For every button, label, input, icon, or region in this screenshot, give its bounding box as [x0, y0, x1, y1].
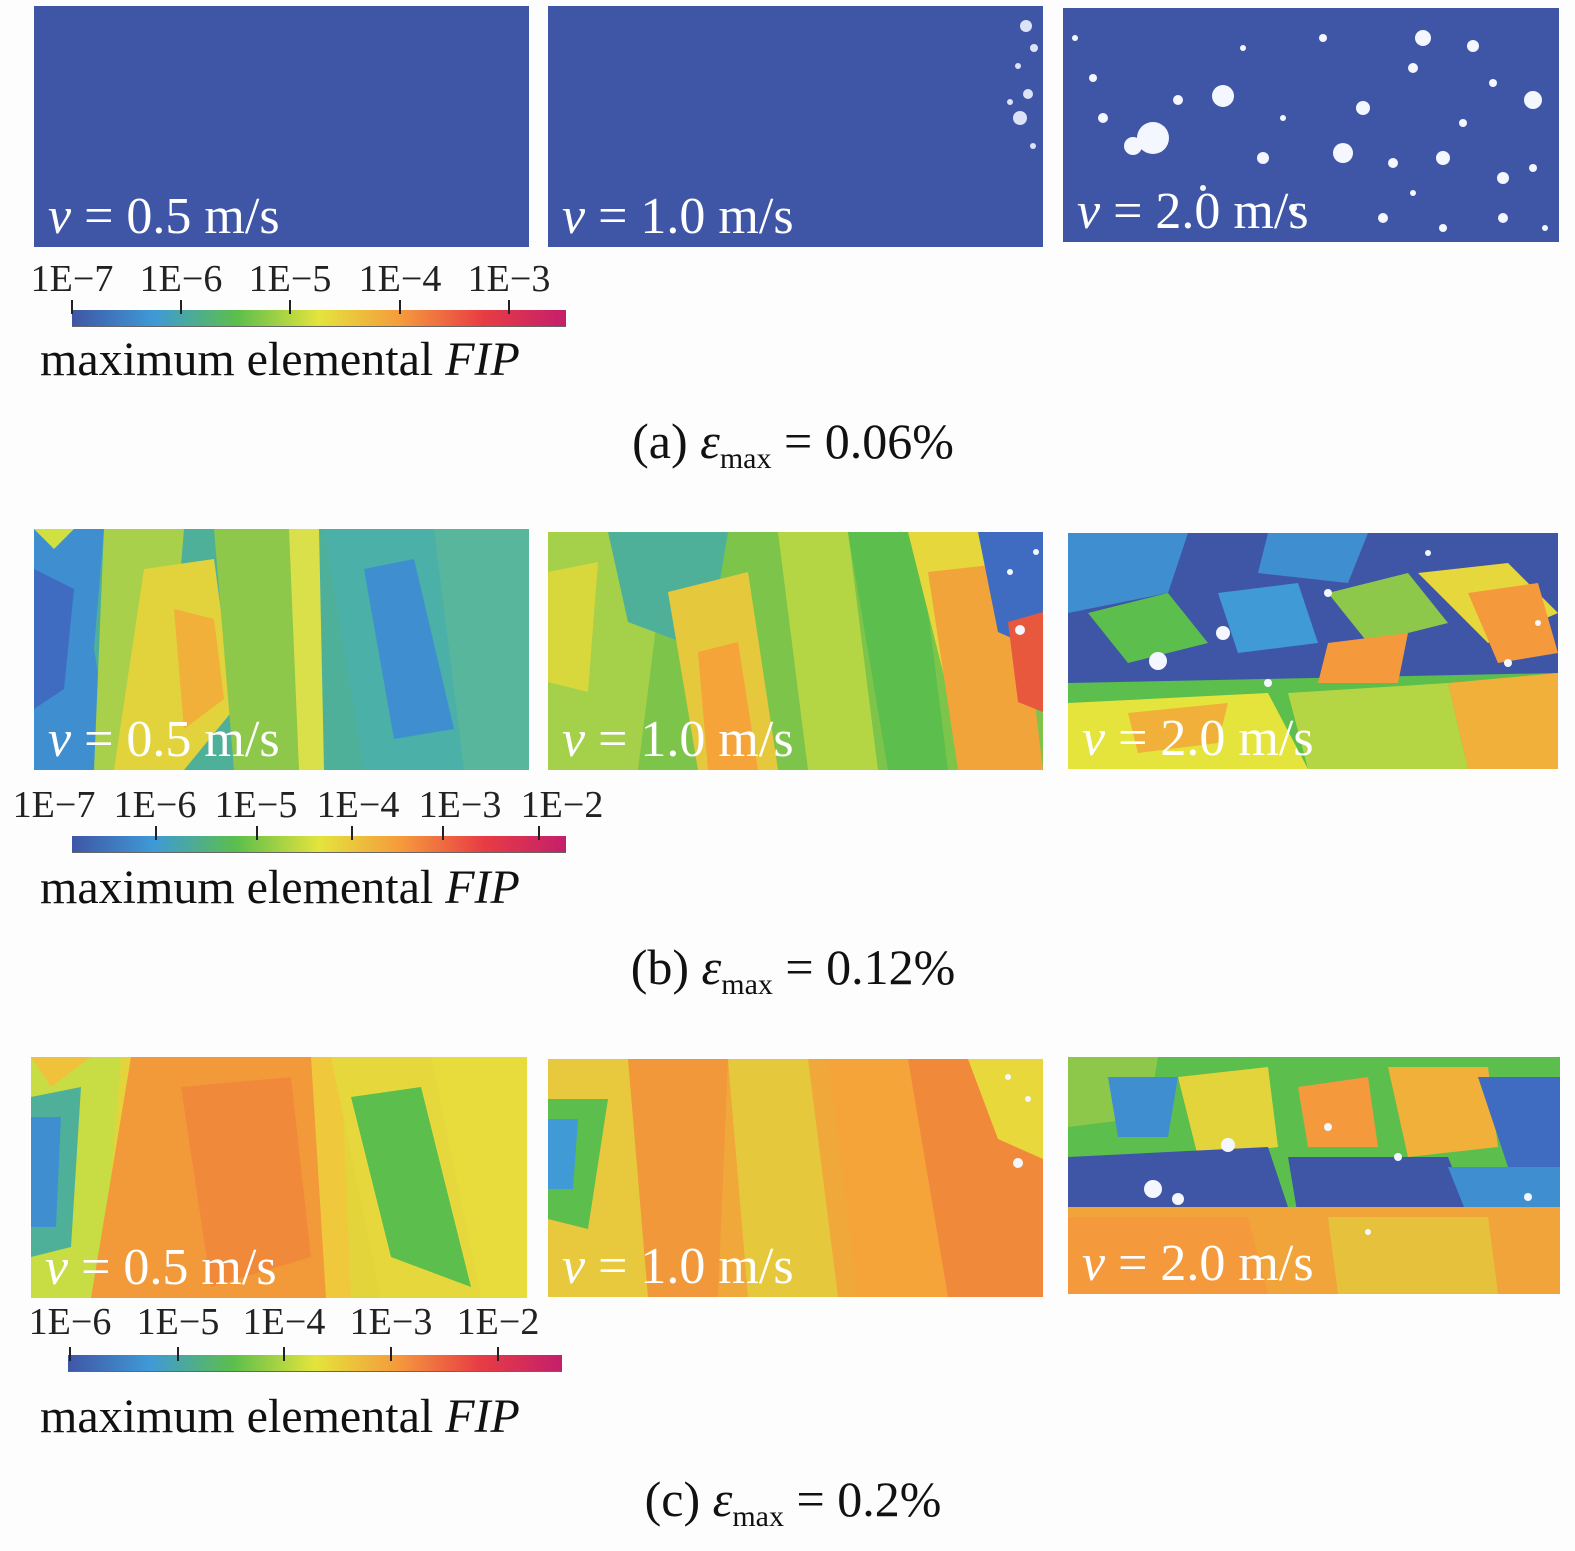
speed-label: v = 2.0 m/s	[1082, 710, 1314, 767]
panel-a-0: v = 0.5 m/s	[34, 6, 529, 247]
colorbar-gradient	[72, 310, 566, 327]
colorbar-tick-label: 1E−3	[349, 1301, 433, 1343]
fip-map-c-2	[1068, 1057, 1560, 1294]
colorbar-label: maximum elemental FIP	[40, 333, 520, 386]
fip-map-a-0	[34, 6, 529, 247]
colorbar-tick-label: 1E−6	[139, 258, 223, 300]
colorbar-tick	[538, 826, 540, 840]
colorbar-tick-label: 1E−4	[316, 784, 400, 826]
panel-b-0: v = 0.5 m/s	[34, 529, 529, 770]
panel-c-1: v = 1.0 m/s	[548, 1059, 1043, 1297]
colorbar-tick-label: 1E−2	[520, 784, 604, 826]
caption-a: (a) εmax = 0.06%	[632, 413, 954, 475]
caption-b: (b) εmax = 0.12%	[630, 939, 956, 1001]
colorbar-tick-label: 1E−6	[113, 784, 197, 826]
colorbar-tick	[69, 1347, 71, 1361]
fip-map-a-2	[1063, 8, 1559, 242]
fip-map-c-0	[31, 1057, 527, 1298]
colorbar-tick-label: 1E−5	[248, 258, 332, 300]
colorbar-tick	[155, 826, 157, 840]
colorbar-tick-label: 1E−3	[467, 258, 551, 300]
panel-c-2: v = 2.0 m/s	[1068, 1057, 1560, 1294]
colorbar-tick	[497, 1347, 499, 1361]
speed-label: v = 0.5 m/s	[48, 711, 280, 768]
fip-map-a-1	[548, 6, 1043, 247]
colorbar-tick	[351, 826, 353, 840]
colorbar-tick-label: 1E−5	[214, 784, 298, 826]
colorbar-label: maximum elemental FIP	[40, 1390, 520, 1443]
colorbar-a: 1E−7 1E−6 1E−5 1E−4 1E−3 maximum element…	[20, 260, 600, 390]
colorbar-tick-label: 1E−4	[242, 1301, 326, 1343]
fip-map-b-0	[34, 529, 529, 770]
colorbar-b: 1E−7 1E−6 1E−5 1E−4 1E−3 1E−2 maximum el…	[0, 786, 610, 916]
speed-label: v = 2.0 m/s	[1082, 1235, 1314, 1292]
colorbar-tick-label: 1E−6	[28, 1301, 112, 1343]
colorbar-tick	[390, 1347, 392, 1361]
panel-a-2: v = 2.0 m/s	[1063, 8, 1559, 242]
speed-label: v = 0.5 m/s	[45, 1239, 277, 1296]
colorbar-gradient	[68, 1355, 562, 1372]
colorbar-c: 1E−6 1E−5 1E−4 1E−3 1E−2 maximum element…	[14, 1303, 604, 1443]
colorbar-tick-label: 1E−2	[456, 1301, 540, 1343]
speed-label: v = 2.0 m/s	[1077, 183, 1309, 240]
panel-a-1: v = 1.0 m/s	[548, 6, 1043, 247]
colorbar-tick-label: 1E−7	[12, 784, 96, 826]
colorbar-tick-label: 1E−5	[136, 1301, 220, 1343]
caption-c: (c) εmax = 0.2%	[644, 1471, 942, 1533]
speed-label: v = 1.0 m/s	[562, 711, 794, 768]
colorbar-label: maximum elemental FIP	[40, 861, 520, 914]
colorbar-tick-label: 1E−7	[30, 258, 114, 300]
panel-b-2: v = 2.0 m/s	[1068, 533, 1558, 769]
colorbar-tick-label: 1E−4	[358, 258, 442, 300]
panel-b-1: v = 1.0 m/s	[548, 532, 1043, 770]
colorbar-tick	[180, 300, 182, 314]
fip-map-b-2	[1068, 533, 1558, 769]
colorbar-tick	[71, 300, 73, 314]
colorbar-tick	[256, 826, 258, 840]
colorbar-tick	[508, 300, 510, 314]
speed-label: v = 0.5 m/s	[48, 188, 280, 245]
speed-label: v = 1.0 m/s	[562, 1238, 794, 1295]
colorbar-tick	[177, 1347, 179, 1361]
fip-map-b-1	[548, 532, 1043, 770]
panel-c-0: v = 0.5 m/s	[31, 1057, 527, 1298]
fip-map-c-1	[548, 1059, 1043, 1297]
colorbar-tick	[289, 300, 291, 314]
colorbar-tick	[283, 1347, 285, 1361]
colorbar-gradient	[72, 836, 566, 853]
colorbar-tick	[399, 300, 401, 314]
colorbar-tick-label: 1E−3	[418, 784, 502, 826]
colorbar-tick	[442, 826, 444, 840]
speed-label: v = 1.0 m/s	[562, 188, 794, 245]
